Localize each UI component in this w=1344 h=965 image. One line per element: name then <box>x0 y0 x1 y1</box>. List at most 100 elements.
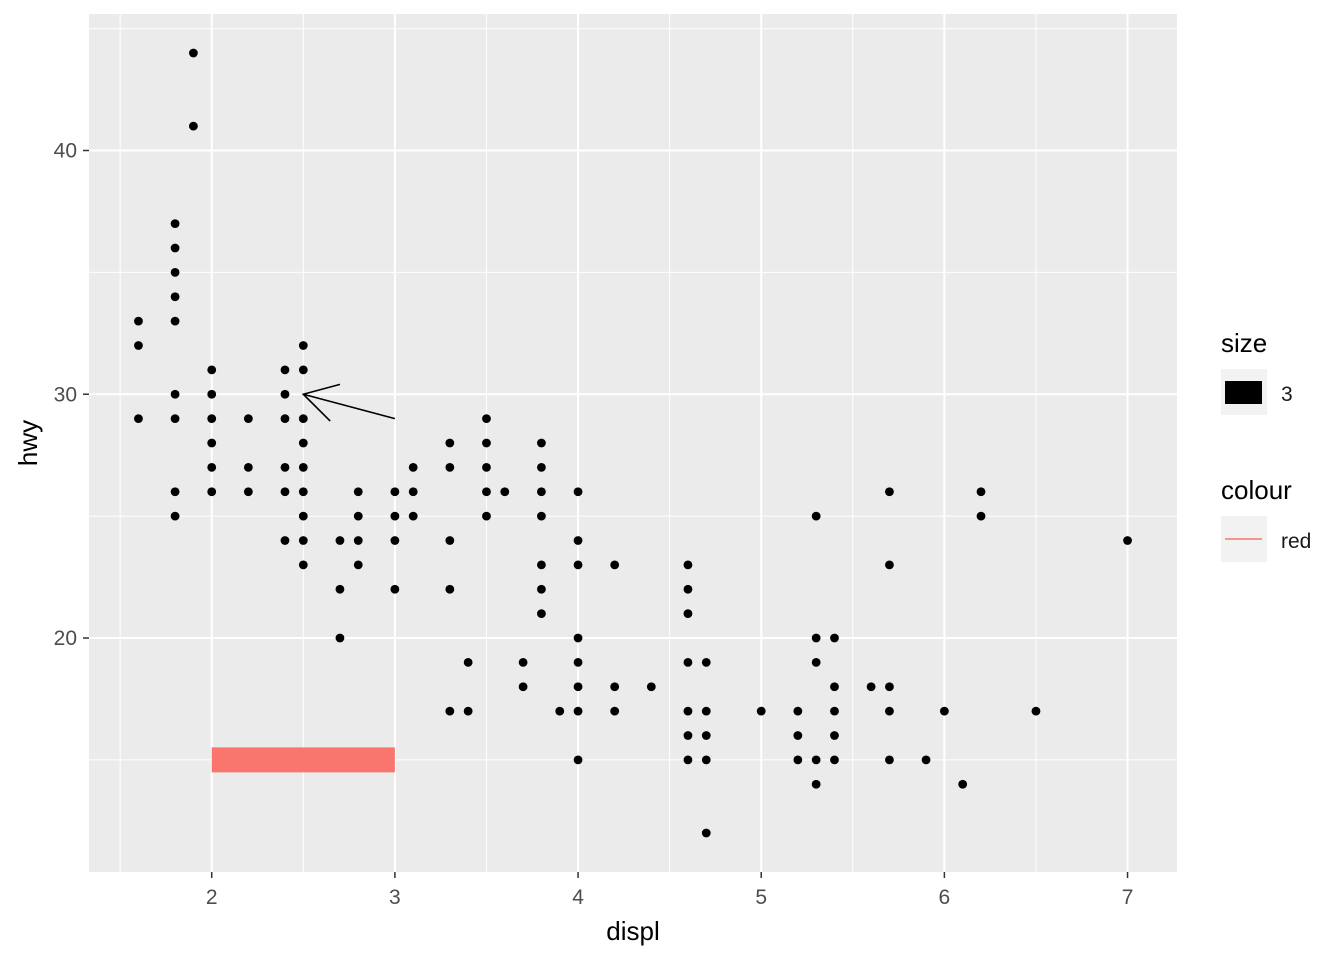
data-point <box>207 487 217 497</box>
data-point <box>683 584 693 594</box>
data-point <box>170 243 180 253</box>
data-point <box>353 511 363 521</box>
data-point <box>298 414 308 424</box>
legend-size-title: size <box>1221 328 1267 358</box>
data-point <box>683 560 693 570</box>
y-tick-label: 40 <box>54 140 77 163</box>
data-point <box>134 316 143 326</box>
data-point <box>207 438 217 448</box>
y-axis-title: hwy <box>13 420 43 466</box>
data-point <box>537 487 546 497</box>
x-tick-label: 5 <box>755 886 767 909</box>
data-point <box>207 414 217 424</box>
data-point <box>134 414 143 424</box>
data-point <box>683 609 693 619</box>
x-axis-title: displ <box>606 916 659 946</box>
data-point <box>885 682 894 692</box>
data-point <box>243 414 253 424</box>
legend: size 3 colour red <box>1221 328 1311 562</box>
data-point <box>335 633 345 643</box>
x-tick-label: 6 <box>939 886 951 909</box>
data-point <box>701 828 711 838</box>
data-point <box>610 682 620 692</box>
data-point <box>482 414 491 424</box>
data-point <box>170 267 180 277</box>
data-point <box>170 292 180 302</box>
data-point <box>280 536 290 545</box>
data-point <box>170 219 180 229</box>
data-point <box>573 682 583 692</box>
data-point <box>537 560 546 570</box>
data-point <box>298 341 308 350</box>
data-point <box>280 389 290 399</box>
data-point <box>537 584 546 594</box>
data-point <box>445 438 455 448</box>
data-point <box>445 462 455 472</box>
major-grid <box>89 14 1177 872</box>
data-point <box>573 560 583 570</box>
data-point <box>1031 706 1041 716</box>
data-point <box>555 706 565 716</box>
data-point <box>646 682 656 692</box>
data-point <box>610 560 620 570</box>
data-point <box>207 389 217 399</box>
data-point <box>537 462 546 472</box>
data-point <box>170 511 180 521</box>
x-tick-label: 7 <box>1122 886 1134 909</box>
data-point <box>390 536 400 545</box>
data-point <box>537 511 546 521</box>
x-tick-label: 4 <box>572 886 584 909</box>
data-point <box>976 487 986 497</box>
data-point <box>463 706 473 716</box>
data-point <box>811 779 821 789</box>
x-tick-label: 3 <box>389 886 401 909</box>
data-point <box>756 706 766 716</box>
data-point <box>445 536 455 545</box>
data-point <box>280 365 290 375</box>
data-point <box>353 536 363 545</box>
legend-colour-label: red <box>1281 530 1311 553</box>
data-point <box>243 462 253 472</box>
data-point <box>793 731 803 740</box>
data-point <box>573 657 583 667</box>
data-point <box>610 706 620 716</box>
data-point <box>885 560 894 570</box>
data-point <box>207 462 217 472</box>
legend-size-label: 3 <box>1281 383 1293 406</box>
x-axis: 2 3 4 5 6 7 <box>206 872 1134 909</box>
data-point <box>537 438 546 448</box>
y-tick-label: 20 <box>54 627 77 650</box>
data-point <box>335 584 345 594</box>
data-point <box>885 755 894 765</box>
data-point <box>207 365 217 375</box>
data-point <box>390 511 400 521</box>
data-point <box>939 706 949 716</box>
legend-colour-title: colour <box>1221 475 1292 505</box>
data-point <box>170 487 180 497</box>
data-point <box>170 389 180 399</box>
data-point <box>518 657 528 667</box>
points-layer <box>134 48 1132 838</box>
data-point <box>482 511 491 521</box>
data-point <box>298 511 308 521</box>
data-point <box>298 438 308 448</box>
data-point <box>298 365 308 375</box>
data-point <box>518 682 528 692</box>
y-tick-label: 30 <box>54 383 77 406</box>
plot-panel <box>89 14 1177 872</box>
data-point <box>811 633 821 643</box>
data-point <box>701 657 711 667</box>
data-point <box>408 511 418 521</box>
data-point <box>134 341 143 350</box>
data-point <box>500 487 510 497</box>
data-point <box>1123 536 1132 545</box>
data-point <box>573 487 583 497</box>
data-point <box>573 536 583 545</box>
data-point <box>830 755 839 765</box>
data-point <box>445 584 455 594</box>
data-point <box>189 121 198 131</box>
data-point <box>390 584 400 594</box>
data-point <box>353 560 363 570</box>
data-point <box>335 536 345 545</box>
